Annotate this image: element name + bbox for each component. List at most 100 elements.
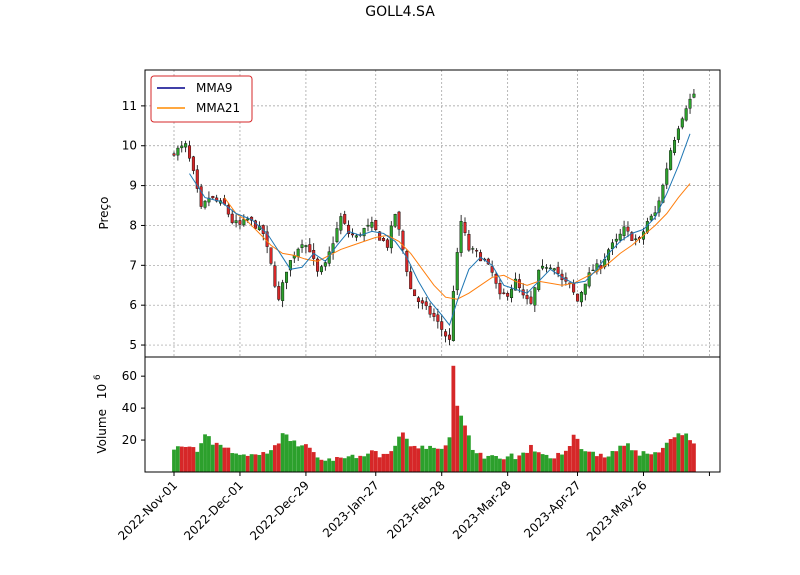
- candle-body: [331, 243, 335, 253]
- candle-body: [444, 331, 448, 337]
- volume-bar: [637, 455, 642, 472]
- volume-bar: [311, 452, 316, 472]
- candle-body: [541, 265, 545, 269]
- volume-bar: [556, 452, 561, 472]
- volume-bar: [614, 451, 619, 472]
- volume-bar: [455, 405, 460, 472]
- volume-bar: [381, 453, 386, 472]
- candle-body: [304, 245, 308, 248]
- candle-body: [517, 279, 521, 289]
- volume-y-axis: 20 40 60: [122, 369, 145, 447]
- volume-bar: [369, 450, 374, 472]
- candle-body: [308, 244, 312, 253]
- volume-bar: [249, 454, 254, 472]
- legend-label-mma9: MMA9: [196, 81, 233, 95]
- volume-bar: [474, 453, 479, 472]
- volume-bar: [366, 453, 370, 472]
- candle-body: [176, 147, 180, 156]
- volume-bar: [521, 452, 526, 472]
- candle-body: [354, 235, 358, 238]
- candle-body: [242, 219, 246, 226]
- volume-bar: [633, 450, 638, 472]
- volume-bar: [657, 452, 661, 472]
- volume-bar: [354, 458, 359, 472]
- candle-body: [226, 205, 230, 215]
- candle-body: [393, 214, 397, 227]
- volume-bar: [587, 451, 592, 472]
- volume-bar: [335, 457, 339, 472]
- candle-body: [506, 293, 510, 297]
- volume-label-text: Volume: [95, 409, 109, 454]
- volume-bar: [432, 447, 436, 472]
- volume-bar: [191, 447, 196, 472]
- volume-bar: [241, 454, 246, 472]
- volume-ytick-label: 40: [122, 401, 137, 415]
- volume-bar: [300, 445, 304, 472]
- volume-exponent-base: 10: [95, 384, 109, 399]
- date-x-axis: 2022-Nov-01 2022-Dec-01 2022-Dec-29 2023-Ja…: [115, 472, 710, 544]
- volume-bar: [276, 443, 281, 472]
- candle-body: [479, 252, 483, 262]
- volume-bar: [447, 437, 452, 472]
- price-ytick-label: 11: [122, 99, 137, 113]
- volume-bar: [397, 436, 401, 472]
- candle-body: [285, 271, 289, 283]
- volume-bar: [269, 450, 273, 472]
- volume-bar: [494, 456, 498, 472]
- volume-bar: [214, 442, 219, 472]
- volume-bar: [509, 453, 514, 472]
- volume-bar: [451, 365, 456, 472]
- volume-bar: [439, 448, 444, 472]
- candle-body: [413, 289, 417, 297]
- volume-bar: [653, 452, 658, 472]
- volume-ytick-label: 20: [122, 433, 137, 447]
- candle-body: [265, 231, 269, 247]
- volume-bar: [684, 433, 689, 472]
- volume-bar: [234, 453, 238, 472]
- candle-body: [634, 238, 638, 240]
- volume-bar: [498, 458, 502, 472]
- mma9-line: [189, 133, 691, 327]
- candle-body: [300, 244, 304, 248]
- volume-bar: [525, 452, 529, 472]
- volume-bar: [412, 445, 417, 472]
- volume-bar: [420, 445, 425, 472]
- volume-panel-frame: [144, 356, 721, 473]
- candle-body: [374, 220, 378, 231]
- volume-bar: [416, 448, 421, 472]
- volume-bar: [401, 432, 405, 472]
- volume-bar: [230, 453, 235, 472]
- volume-bar: [424, 448, 429, 472]
- candle-body: [576, 293, 580, 302]
- volume-bar: [626, 443, 630, 472]
- volume-bar: [664, 442, 669, 472]
- volume-bar: [257, 454, 262, 472]
- volume-bar: [210, 444, 215, 472]
- candle-body: [614, 238, 618, 242]
- date-tick-label: 2023-Mar-28: [450, 478, 514, 542]
- candle-body: [416, 297, 420, 303]
- volume-bar: [253, 454, 258, 472]
- volume-bar: [688, 440, 692, 472]
- volume-bar: [463, 425, 467, 472]
- candle-body: [688, 98, 692, 109]
- volume-bar: [346, 456, 351, 472]
- candle-body: [335, 228, 339, 242]
- volume-bar: [358, 455, 363, 472]
- volume-bar: [459, 415, 464, 472]
- volume-bar: [560, 454, 564, 472]
- candle-body: [428, 306, 432, 315]
- volume-bar: [575, 438, 580, 472]
- volume-bar: [284, 434, 289, 472]
- volume-bar: [385, 453, 390, 472]
- volume-bar: [660, 447, 665, 472]
- candle-body: [669, 150, 673, 170]
- volume-bar: [319, 459, 324, 472]
- volume-bar: [327, 458, 332, 472]
- candle-body: [490, 266, 494, 273]
- volume-bar: [175, 446, 180, 472]
- volume-bar: [304, 444, 308, 472]
- volume-bar: [567, 446, 572, 472]
- volume-bar: [315, 457, 320, 472]
